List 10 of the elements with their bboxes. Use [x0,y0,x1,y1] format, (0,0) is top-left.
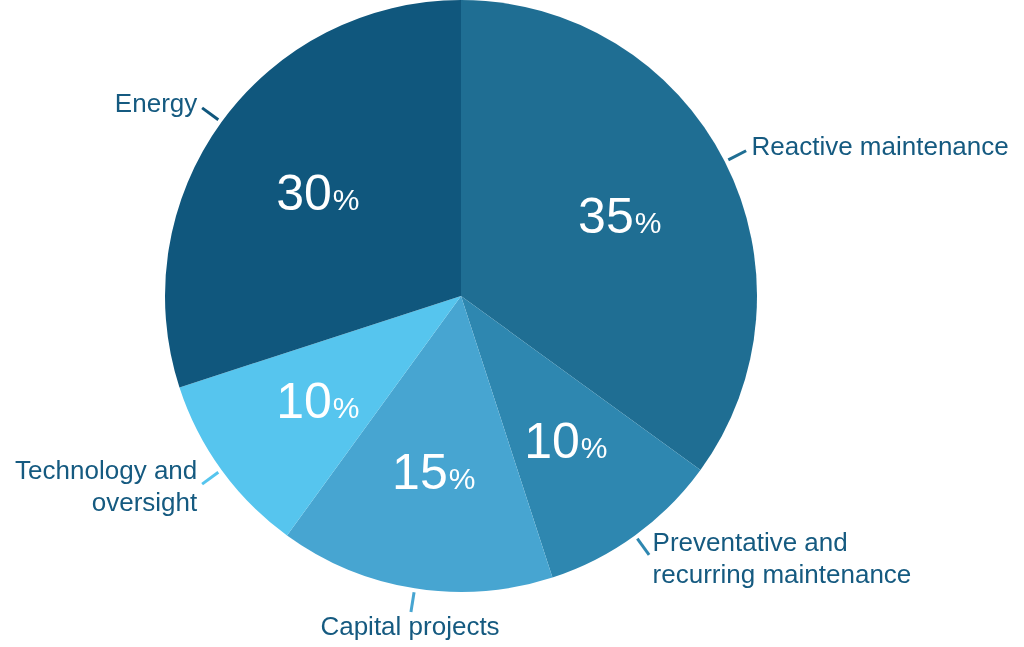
slice-label: Energy [114,87,198,118]
data-label: 30% [276,164,360,221]
data-label: 15% [392,444,476,501]
slice-label: Preventative and recurring maintenance [652,526,912,589]
slice-label: Reactive maintenance [751,131,1009,162]
slice-label: Technology and oversight [15,454,199,517]
slice-label: Capital projects [320,611,500,642]
data-label: 10% [524,412,608,469]
data-label: 35% [578,188,662,245]
data-label: 10% [276,373,360,430]
